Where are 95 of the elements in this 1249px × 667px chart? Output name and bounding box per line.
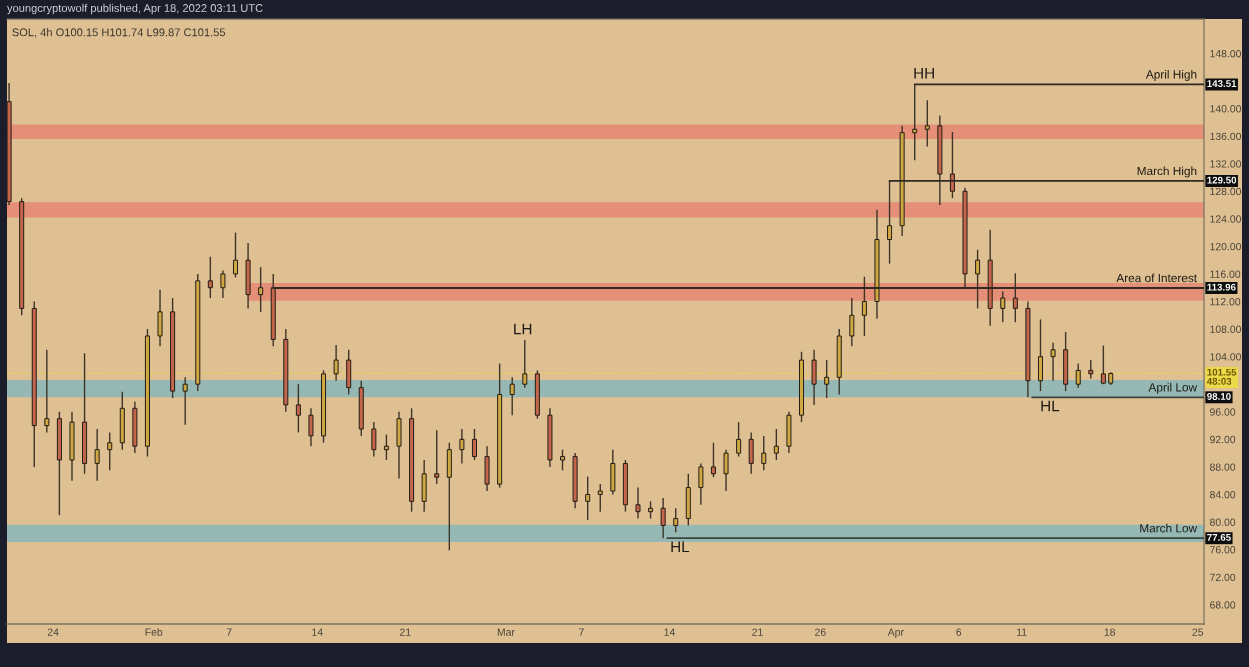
candlestick (912, 83, 918, 161)
candlestick (220, 269, 226, 299)
series-label: April High (1145, 69, 1197, 81)
candlestick (107, 431, 113, 472)
annotation: HH (914, 67, 934, 79)
annotation: HL (671, 541, 690, 553)
annotation: LH (514, 323, 532, 335)
series-label: March High (1137, 166, 1197, 178)
y-tick-label: 124.00 (1210, 215, 1242, 223)
candlestick (1100, 344, 1106, 385)
data-label: 98.10 (1207, 393, 1231, 400)
candlestick (773, 428, 779, 461)
y-tick-label: 104.00 (1210, 353, 1242, 361)
data-label: 113.96 (1207, 283, 1236, 291)
candlestick (560, 448, 566, 472)
candlestick (258, 266, 264, 313)
candlestick (861, 276, 867, 337)
candlestick (635, 486, 641, 520)
candlestick (371, 421, 377, 458)
data-label: 143.51 (1207, 80, 1237, 88)
x-tick-label: 7 (579, 628, 584, 636)
annotation: HL (1041, 400, 1060, 412)
y-tick-label: 72.00 (1210, 573, 1236, 582)
data-label: 77.65 (1207, 533, 1231, 541)
y-tick-label: 128.00 (1210, 187, 1242, 196)
x-tick-label: 6 (956, 628, 962, 636)
x-tick-label: 18 (1104, 628, 1116, 636)
series-label: April Low (1148, 382, 1198, 394)
candlestick (308, 407, 314, 447)
x-tick-label: Feb (145, 628, 163, 636)
candlestick (434, 429, 440, 485)
candlestick (1050, 342, 1056, 382)
y-tick-label: 116.00 (1210, 270, 1241, 278)
candlestick (1000, 290, 1006, 323)
candlestick (471, 428, 477, 461)
y-tick-label: 120.00 (1210, 242, 1242, 251)
candlestick (383, 433, 389, 461)
y-tick-label: 92.00 (1210, 435, 1236, 444)
candlestick (295, 383, 301, 434)
y-tick-label: 96.00 (1210, 408, 1236, 416)
candlestick (924, 99, 930, 148)
candlestick (887, 180, 893, 265)
y-tick-label: 136.00 (1210, 132, 1242, 141)
y-tick-label: 112.00 (1210, 298, 1241, 306)
candlestick (459, 428, 465, 465)
y-tick-label: 68.00 (1210, 601, 1236, 609)
x-tick-label: 11 (1017, 628, 1027, 636)
candlestick (1012, 272, 1018, 323)
candlestick (597, 483, 603, 513)
x-tick-label: Mar (497, 628, 515, 636)
candlestick (94, 428, 100, 482)
candlestick (736, 421, 742, 458)
y-tick-label: 148.00 (1210, 49, 1242, 58)
candlestick (44, 349, 50, 434)
x-tick-label: 24 (47, 628, 59, 636)
data-label: 129.50 (1207, 176, 1237, 184)
text: SOL, 4h O100.15 H101.74 L99.87 C101.55 (12, 28, 226, 38)
candlestick (761, 435, 767, 472)
series-label: March Low (1140, 523, 1198, 533)
x-tick-label: 21 (752, 628, 763, 636)
candlestick (723, 448, 729, 492)
y-tick-label: 140.00 (1210, 105, 1242, 113)
candlestick (698, 462, 704, 506)
x-tick-label: Apr (887, 628, 904, 638)
ref-line-label: 101.55 48:03 (1206, 368, 1237, 385)
candlestick (975, 249, 981, 310)
y-tick-label: 80.00 (1210, 518, 1236, 526)
candlestick (1075, 362, 1081, 389)
x-tick-label: 14 (664, 628, 675, 636)
y-tick-label: 132.00 (1210, 160, 1242, 168)
x-tick-label: 26 (815, 628, 826, 636)
series-label: Area of Interest (1116, 273, 1197, 283)
candlestick (232, 231, 239, 279)
candlestick (182, 376, 188, 426)
candlestick (522, 339, 528, 389)
x-tick-label: 25 (1192, 628, 1204, 636)
candlestick (673, 507, 679, 534)
y-tick-label: 76.00 (1210, 546, 1236, 554)
candlestick (1088, 359, 1094, 380)
candlestick (585, 475, 591, 521)
text: youngcryptowolf published, Apr 18, 2022 03:11 UTC (7, 3, 263, 15)
y-tick-label: 108.00 (1210, 325, 1242, 333)
candlestick (207, 256, 213, 299)
x-tick-label: 7 (226, 628, 232, 636)
candlestick (849, 297, 855, 348)
candlestick (710, 442, 716, 478)
candlestick (509, 376, 515, 416)
x-tick-label: 21 (400, 628, 411, 636)
y-tick-label: 88.00 (1210, 463, 1236, 471)
candlestick (660, 497, 666, 539)
x-tick-label: 14 (312, 628, 323, 636)
candlestick (824, 359, 830, 399)
y-tick-label: 84.00 (1210, 490, 1236, 499)
candlestick (333, 344, 339, 382)
candlestick (949, 131, 955, 199)
